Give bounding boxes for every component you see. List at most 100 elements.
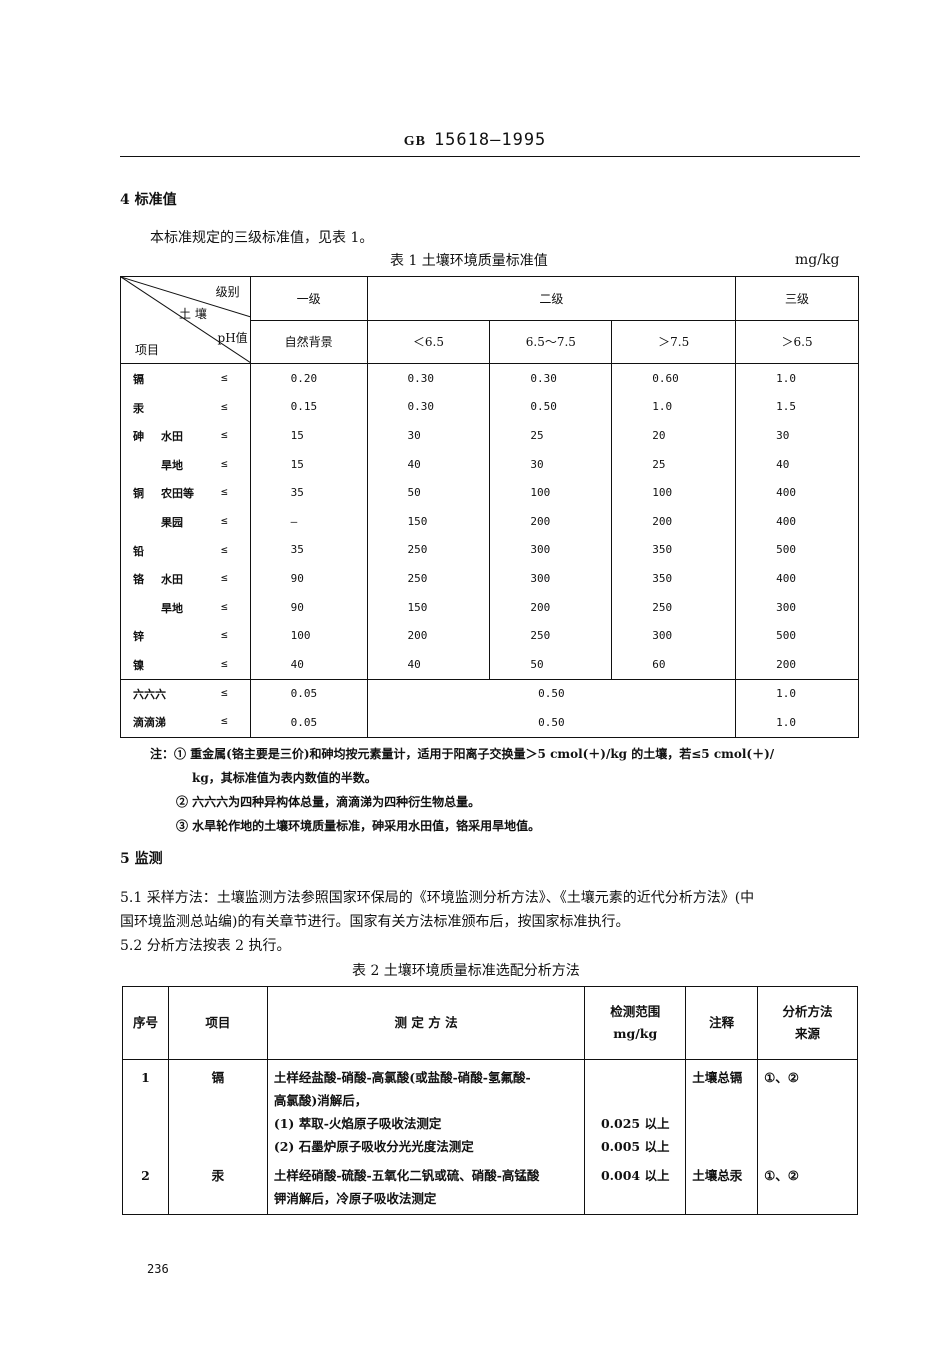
value-cell: 90 (249, 592, 368, 622)
header-code: 15618—1995 (433, 130, 547, 150)
value-cell: 250 (611, 592, 737, 622)
table-row: 铅 ≤35 250 300 350 500 (120, 535, 859, 565)
range-line: 0.025 以上 (600, 1116, 670, 1131)
value-cell: 1.0 (735, 678, 859, 709)
para-5-2: 5.2 分析方法按表 2 执行。 (120, 938, 291, 954)
value-cell: 0.50 (366, 708, 737, 738)
item-subtype: 果园 (161, 515, 183, 529)
note-1-cont: kg，其标准值为表内数值的半数。 (192, 771, 377, 785)
row-label-cell: 旱地 ≤ (120, 592, 251, 622)
value-cell: 0.30 (366, 392, 491, 422)
item-name: 砷 (133, 430, 144, 444)
method-line: (2) 石墨炉原子吸收分光光度法测定 (273, 1139, 474, 1154)
row-label-cell: 铜 农田等 ≤ (120, 478, 251, 507)
row-item: 汞 (167, 1158, 268, 1215)
value-cell: 15 (249, 449, 368, 479)
value-cell: 25 (489, 421, 613, 450)
table-row: 铬 水田 ≤90 250 300 350 400 (120, 564, 859, 593)
method-cell: 土样经盐酸-硝酸-高氯酸(或盐酸-硝酸-氢氟酸- 高氯酸)消解后， (1) 萃取-火… (266, 1059, 586, 1158)
item-name: 镍 (133, 658, 144, 672)
le-symbol: ≤ (221, 571, 228, 585)
range-line (591, 1089, 679, 1112)
value-cell: 90 (249, 564, 368, 593)
value-cell: 15 (249, 421, 368, 450)
value-cell: 200 (489, 592, 613, 622)
ph-col: ＞6.5 (735, 319, 859, 364)
table1-caption: 表 1 土壤环境质量标准值 (390, 253, 548, 269)
column-header: 检测范围 mg/kg (584, 986, 687, 1060)
value-cell: 300 (489, 564, 613, 593)
column-header: 测 定 方 法 (266, 986, 586, 1060)
table-row: 镉 ≤0.20 0.30 0.30 0.60 1.0 (120, 363, 859, 393)
table1-standard-values: 级别 土 壤 pH值 项目 一级 二级 三级 自然背景 ＜6.5 6.5～7.5… (120, 276, 859, 738)
value-cell: 0.20 (249, 363, 368, 393)
method-cell: 土样经硝酸-硫酸-五氧化二钒或硫、硝酸-高锰酸 钾消解后，冷原子吸收法测定 (266, 1158, 586, 1215)
table-row: 锌 ≤100 200 250 300 500 (120, 621, 859, 650)
row-item: 镉 (167, 1059, 268, 1158)
range-line: 0.005 以上 (600, 1139, 670, 1154)
ph-col: 6.5～7.5 (489, 319, 613, 364)
row-label-cell: 汞 ≤ (120, 392, 251, 422)
le-symbol: ≤ (221, 428, 228, 442)
value-cell: 40 (249, 649, 368, 680)
value-cell: 60 (611, 649, 737, 680)
value-cell: 400 (735, 506, 859, 536)
level-1: 一级 (249, 276, 368, 321)
item-name: 汞 (133, 401, 144, 415)
column-header: 注释 (685, 986, 759, 1060)
table2-analysis-methods: 序号 项目测 定 方 法检测范围 mg/kg 注释 分析方法 来源 1 镉土样经盐酸-硝… (122, 986, 858, 1215)
source-cell: ①、② (757, 1158, 858, 1215)
value-cell: 500 (735, 621, 859, 650)
method-line: (1) 萃取-火焰原子吸收法测定 (273, 1116, 442, 1131)
le-symbol: ≤ (221, 485, 228, 499)
le-symbol: ≤ (221, 685, 228, 699)
corner-soil: 土 壤 (179, 307, 207, 321)
level-3: 三级 (735, 276, 859, 321)
value-cell: 1.0 (735, 363, 859, 393)
ph-col: ＞7.5 (611, 319, 737, 364)
row-label-cell: 砷 水田 ≤ (120, 421, 251, 450)
value-cell: 0.50 (489, 392, 613, 422)
value-cell: 40 (735, 449, 859, 479)
corner-cell: 级别 土 壤 pH值 项目 (120, 276, 251, 364)
note-cell: 土壤总汞 (685, 1158, 759, 1215)
le-symbol: ≤ (221, 628, 228, 642)
item-name: 镉 (133, 373, 144, 386)
header-prefix: GB (403, 134, 426, 149)
value-cell: 0.15 (249, 392, 368, 422)
ph-col: ＜6.5 (366, 319, 491, 364)
note-2: ② 六六六为四种异构体总量，滴滴涕为四种衍生物总量。 (176, 795, 481, 809)
row-label-cell: 镉 ≤ (120, 363, 251, 393)
note-1: 注：① 重金属(铬主要是三价)和砷均按元素量计，适用于阳离子交换量＞5 cmol… (150, 747, 775, 761)
value-cell: 100 (611, 478, 737, 507)
table1-notes: 注：① 重金属(铬主要是三价)和砷均按元素量计，适用于阳离子交换量＞5 cmol… (150, 742, 774, 838)
level-2: 二级 (366, 276, 737, 321)
value-cell: 30 (366, 421, 491, 450)
le-symbol: ≤ (221, 542, 228, 556)
row-number: 2 (122, 1158, 169, 1215)
value-cell: 0.50 (366, 678, 737, 709)
value-cell: 350 (611, 535, 737, 565)
item-subtype: 水田 (161, 573, 183, 587)
column-header: 分析方法 来源 (757, 986, 858, 1060)
page-number: 236 (147, 1262, 169, 1276)
note-3: ③ 水旱轮作地的土壤环境质量标准，砷采用水田值，铬采用旱地值。 (176, 819, 541, 833)
value-cell: 150 (366, 592, 491, 622)
value-cell: 0.60 (611, 363, 737, 393)
value-cell: 35 (249, 535, 368, 565)
value-cell: 300 (611, 621, 737, 650)
standard-header: GB 15618—1995 (0, 130, 950, 150)
value-cell: 350 (611, 564, 737, 593)
para-5-1-line1: 5.1 采样方法：土壤监测方法参照国家环保局的《环境监测分析方法》、《土壤元素的… (120, 890, 755, 906)
value-cell: 200 (489, 506, 613, 536)
corner-item: 项目 (135, 343, 160, 357)
ph-col: 自然背景 (249, 319, 368, 364)
method-line: 高氯酸)消解后， (273, 1093, 368, 1108)
value-cell: 100 (249, 621, 368, 650)
table1-unit: mg/kg (795, 252, 840, 268)
row-label-cell: 旱地 ≤ (120, 449, 251, 479)
row-label-cell: 滴滴涕 ≤ (120, 708, 251, 738)
section-5-title: 5 监测 (120, 851, 163, 867)
value-cell: 400 (735, 564, 859, 593)
method-line: 土样经硝酸-硫酸-五氧化二钒或硫、硝酸-高锰酸 (273, 1168, 540, 1183)
